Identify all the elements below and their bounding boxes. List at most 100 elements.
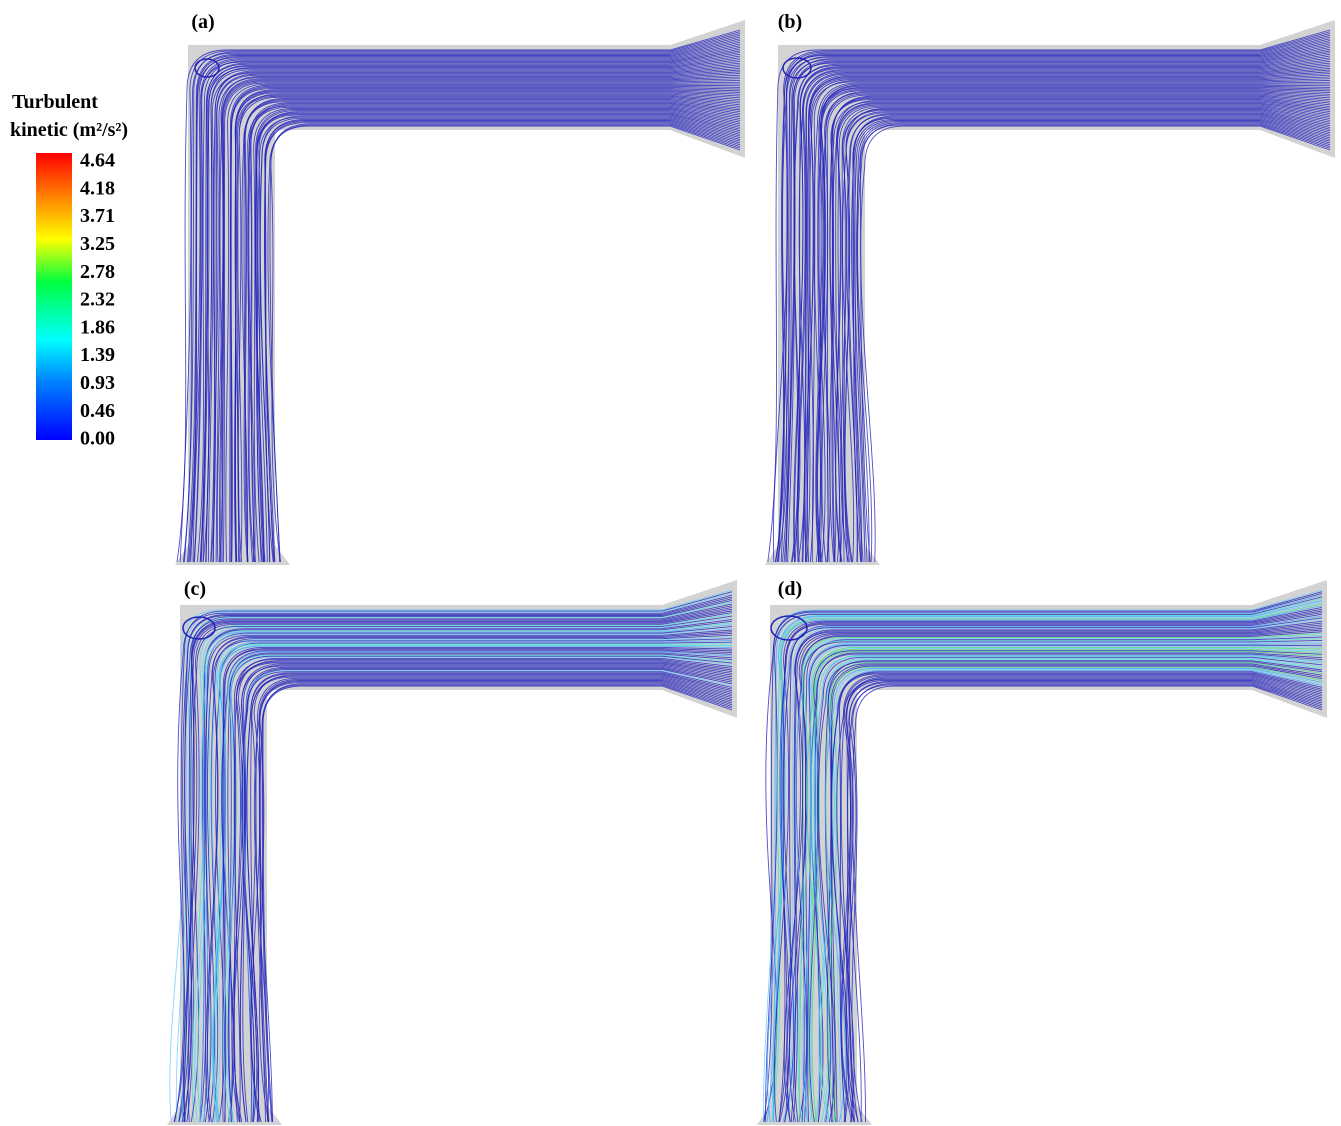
streamline	[785, 614, 1322, 1122]
streamline	[235, 95, 740, 562]
streamline	[809, 651, 1322, 1122]
streamline	[853, 118, 1330, 562]
streamline	[214, 646, 732, 1122]
streamline	[812, 652, 1322, 1122]
streamline	[830, 102, 1330, 562]
streamline	[271, 125, 740, 562]
streamline	[228, 656, 732, 1122]
colorbar-label: 2.32	[80, 289, 115, 311]
streamline	[831, 665, 1322, 1122]
streamline	[822, 92, 1330, 562]
streamline	[811, 656, 1322, 1122]
panel-label: (c)	[184, 578, 206, 600]
streamline	[841, 679, 1322, 1122]
streamline	[805, 644, 1322, 1122]
streamline	[213, 70, 740, 562]
streamline	[803, 68, 1330, 562]
streamline	[260, 686, 732, 1122]
streamline	[846, 677, 1322, 1122]
streamline	[219, 75, 740, 562]
streamline	[216, 73, 740, 562]
panel	[167, 580, 737, 1125]
streamline	[255, 113, 740, 562]
panel-label: (a)	[191, 11, 214, 33]
streamline	[816, 89, 1330, 562]
streamline	[825, 668, 1322, 1122]
streamline	[225, 649, 732, 1122]
streamline	[855, 120, 1330, 562]
streamline	[848, 114, 1330, 562]
streamline	[809, 650, 1322, 1122]
colorbar-label: 1.86	[80, 316, 115, 338]
streamline	[243, 671, 732, 1122]
panel	[765, 20, 1335, 565]
streamline	[818, 87, 1330, 562]
streamline	[243, 665, 732, 1122]
streamline	[831, 674, 1322, 1122]
streamline	[247, 673, 732, 1122]
streamline	[847, 115, 1330, 562]
streamline	[234, 661, 732, 1122]
streamline	[845, 108, 1330, 562]
streamline	[820, 86, 1330, 562]
streamline	[784, 625, 1322, 1122]
streamline	[203, 54, 740, 562]
streamline	[831, 666, 1322, 1122]
streamline	[223, 647, 732, 1122]
streamline	[845, 112, 1330, 562]
streamline	[254, 679, 732, 1122]
streamline	[847, 682, 1322, 1122]
streamline	[793, 627, 1322, 1122]
streamline	[229, 654, 732, 1122]
streamline	[265, 122, 740, 562]
streamline	[251, 676, 732, 1122]
streamline	[825, 661, 1322, 1122]
streamline	[211, 65, 740, 562]
streamline	[260, 118, 740, 562]
streamline	[222, 651, 732, 1122]
streamline	[790, 628, 1322, 1122]
panel-label: (d)	[778, 578, 802, 600]
streamline	[223, 82, 740, 562]
streamline	[847, 678, 1322, 1122]
streamline	[842, 680, 1322, 1122]
streamline	[255, 115, 740, 562]
streamline	[242, 102, 740, 562]
streamline	[818, 84, 1330, 562]
streamline	[830, 100, 1330, 562]
streamline	[213, 640, 732, 1122]
streamline	[204, 627, 732, 1122]
streamline	[804, 72, 1330, 562]
streamline	[836, 104, 1330, 562]
colorbar-label: 3.25	[80, 233, 115, 255]
streamline	[841, 676, 1322, 1122]
streamline	[251, 105, 740, 562]
streamline	[206, 58, 740, 562]
streamline	[857, 123, 1330, 562]
streamline	[836, 105, 1330, 562]
streamline	[245, 98, 740, 562]
streamline	[832, 98, 1330, 562]
streamline	[807, 75, 1330, 562]
streamline	[221, 79, 740, 562]
streamline	[240, 666, 732, 1122]
colorbar-label: 4.18	[80, 177, 115, 199]
legend-title: Turbulent	[12, 91, 98, 113]
streamline	[191, 616, 732, 1122]
streamline	[839, 672, 1322, 1122]
streamline	[836, 103, 1330, 562]
streamline	[270, 124, 740, 562]
streamline	[814, 655, 1322, 1122]
streamline	[802, 642, 1322, 1122]
streamline	[265, 123, 740, 562]
streamline	[260, 680, 732, 1122]
streamline	[807, 77, 1330, 562]
colorbar-label: 1.39	[80, 344, 115, 366]
colorbar-label: 0.46	[80, 400, 115, 422]
streamline	[788, 620, 1322, 1122]
streamline	[853, 117, 1330, 562]
streamline	[819, 658, 1322, 1122]
streamline	[816, 85, 1330, 562]
streamline	[201, 628, 732, 1122]
colorbar	[36, 153, 72, 440]
